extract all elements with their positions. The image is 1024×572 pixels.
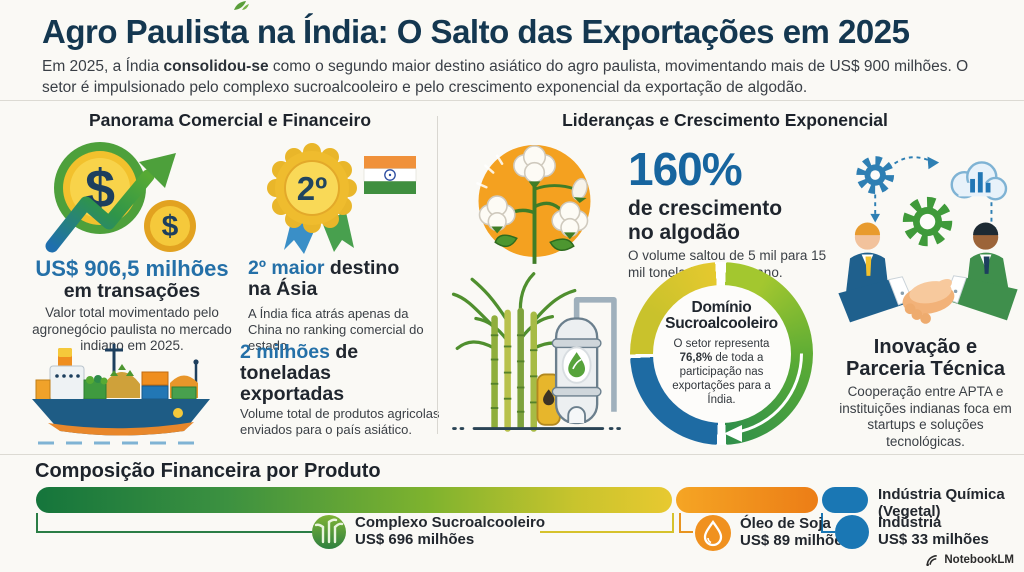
innovation-title-line2: Parceria Técnica xyxy=(846,358,1005,381)
bracket-sucro-right xyxy=(540,513,674,533)
watermark: NotebookLM xyxy=(925,553,1014,567)
legend-item-sucroalcooleiro: Complexo Sucroalcooleiro US$ 696 milhões xyxy=(311,514,545,550)
cotton-growth-label-line2: no algodão xyxy=(628,220,740,244)
donut-title-line1: Domínio xyxy=(691,298,752,316)
volume-headline: 2 milhões de toneladas exportadas xyxy=(240,341,440,406)
bracket-sucro-left xyxy=(36,513,314,533)
industry-circle-icon xyxy=(835,515,869,549)
cotton-growth-value: 160% xyxy=(628,143,743,195)
legend-soja-text: Óleo de Soja US$ 89 milhões xyxy=(740,515,851,550)
innovation-desc: Cooperação entre APTA e instituições ind… xyxy=(839,384,1012,450)
page-title: Agro Paulista na Índia: O Salto das Expo… xyxy=(42,13,910,51)
bracket-soja xyxy=(679,513,693,533)
innovation-title-line1: Inovação e xyxy=(873,336,978,358)
legend-sucro-text: Complexo Sucroalcooleiro US$ 696 milhões xyxy=(355,514,546,549)
legend-item-oleo-soja: Óleo de Soja US$ 89 milhões xyxy=(694,514,851,552)
ranking-desc: A Índia fica atrás apenas da China no ra… xyxy=(248,306,424,354)
sugarcane-circle-icon xyxy=(312,515,346,549)
legend-sucro-value: US$ 696 milhões xyxy=(355,531,475,548)
volume-value-suffix: de xyxy=(329,341,359,363)
legend-industria-name: Indústria xyxy=(878,514,942,532)
left-panel-heading: Panorama Comercial e Financeiro xyxy=(88,110,372,130)
ranking-value-suffix: destino xyxy=(324,257,400,279)
innovation-handshake-icon xyxy=(838,156,1018,324)
cotton-growth-label: de crescimento no algodão xyxy=(628,197,782,244)
bottom-divider xyxy=(0,454,1024,455)
ranking-value: 2º maior xyxy=(248,257,325,279)
bar-segment-oleo-soja xyxy=(676,487,818,513)
volume-label-line2: toneladas xyxy=(240,362,332,385)
coin-growth-icon: $ $ xyxy=(45,142,196,253)
page-subtitle: Em 2025, a Índia consolidou-se como o se… xyxy=(42,57,990,99)
header-divider xyxy=(0,100,1024,101)
donut-desc: O setor representa 76,8% de toda a parti… xyxy=(661,337,783,407)
volume-label-line3: exportadas xyxy=(240,383,345,406)
donut-center: Domínio Sucroalcooleiro O setor represen… xyxy=(652,284,791,423)
donut-title-line2: Sucroalcooleiro xyxy=(665,315,778,333)
panel-divider xyxy=(437,116,438,434)
ranking-headline: 2º maior destino na Ásia xyxy=(248,257,438,301)
donut-chart: Domínio Sucroalcooleiro O setor represen… xyxy=(630,262,813,445)
subtitle-pre: Em 2025, a Índia xyxy=(42,58,164,75)
subtitle-bold: consolidou-se xyxy=(163,58,269,75)
watermark-text: NotebookLM xyxy=(944,554,1014,566)
legend-sucro-name: Complexo Sucroalcooleiro xyxy=(355,514,546,532)
donut-title: Domínio Sucroalcooleiro xyxy=(653,298,791,333)
transactions-value: US$ 906,5 milhões xyxy=(35,256,229,281)
bottom-heading: Composição Financeira por Produto xyxy=(35,460,381,482)
legend-item-industria: Indústria US$ 33 milhões xyxy=(834,514,989,550)
legend-industria-value: US$ 33 milhões xyxy=(878,531,989,548)
notebooklm-logo-icon xyxy=(926,554,938,566)
innovation-title: Inovação e Parceria Técnica xyxy=(828,336,1023,381)
svg-text:$: $ xyxy=(162,210,179,243)
cargo-ship-icon xyxy=(32,344,210,445)
donut-desc-post: de toda a participação nas exportações p… xyxy=(672,352,771,407)
stacked-bar xyxy=(36,487,868,513)
bar-right-label-line2: (Vegetal) xyxy=(878,503,941,521)
leaf-decoration-icon xyxy=(234,1,249,10)
bar-right-label-line1: Indústria Química xyxy=(878,486,1005,503)
volume-desc: Volume total de produtos agricolas envia… xyxy=(240,406,440,438)
cotton-growth-label-line1: de crescimento xyxy=(628,197,783,220)
right-panel-heading: Lideranças e Crescimento Exponencial xyxy=(562,110,888,130)
bar-right-label: Indústria Química (Vegetal) xyxy=(878,486,1005,521)
page-title-text: Agro Paulista na Índia: O Salto das Expo… xyxy=(42,13,910,50)
ranking-label-line2: na Ásia xyxy=(248,278,318,301)
medal-rank-text: 2º xyxy=(297,170,327,207)
medal-flag-icon: 2º xyxy=(267,143,417,254)
oil-droplet-icon xyxy=(695,515,731,551)
bar-segment-industria xyxy=(822,487,868,513)
sugarcane-distillery-icon xyxy=(451,272,621,432)
donut-desc-pre: O setor representa xyxy=(673,338,770,351)
volume-value: 2 milhões xyxy=(240,341,330,363)
bracket-industria xyxy=(821,513,835,533)
cotton-plant-icon xyxy=(476,145,591,264)
donut-desc-bold: 76,8% xyxy=(679,352,713,365)
donut-arrow-icon xyxy=(724,353,804,442)
bar-segment-sucroalcooleiro xyxy=(36,487,672,513)
legend-soja-name: Óleo de Soja xyxy=(740,515,831,533)
legend-soja-value: US$ 89 milhões xyxy=(740,532,851,549)
subtitle-post: como o segundo maior destino asiático do… xyxy=(42,58,969,96)
india-flag-icon xyxy=(363,156,417,194)
legend-industria-text: Indústria US$ 33 milhões xyxy=(878,514,989,549)
transactions-label: em transações xyxy=(63,280,201,302)
